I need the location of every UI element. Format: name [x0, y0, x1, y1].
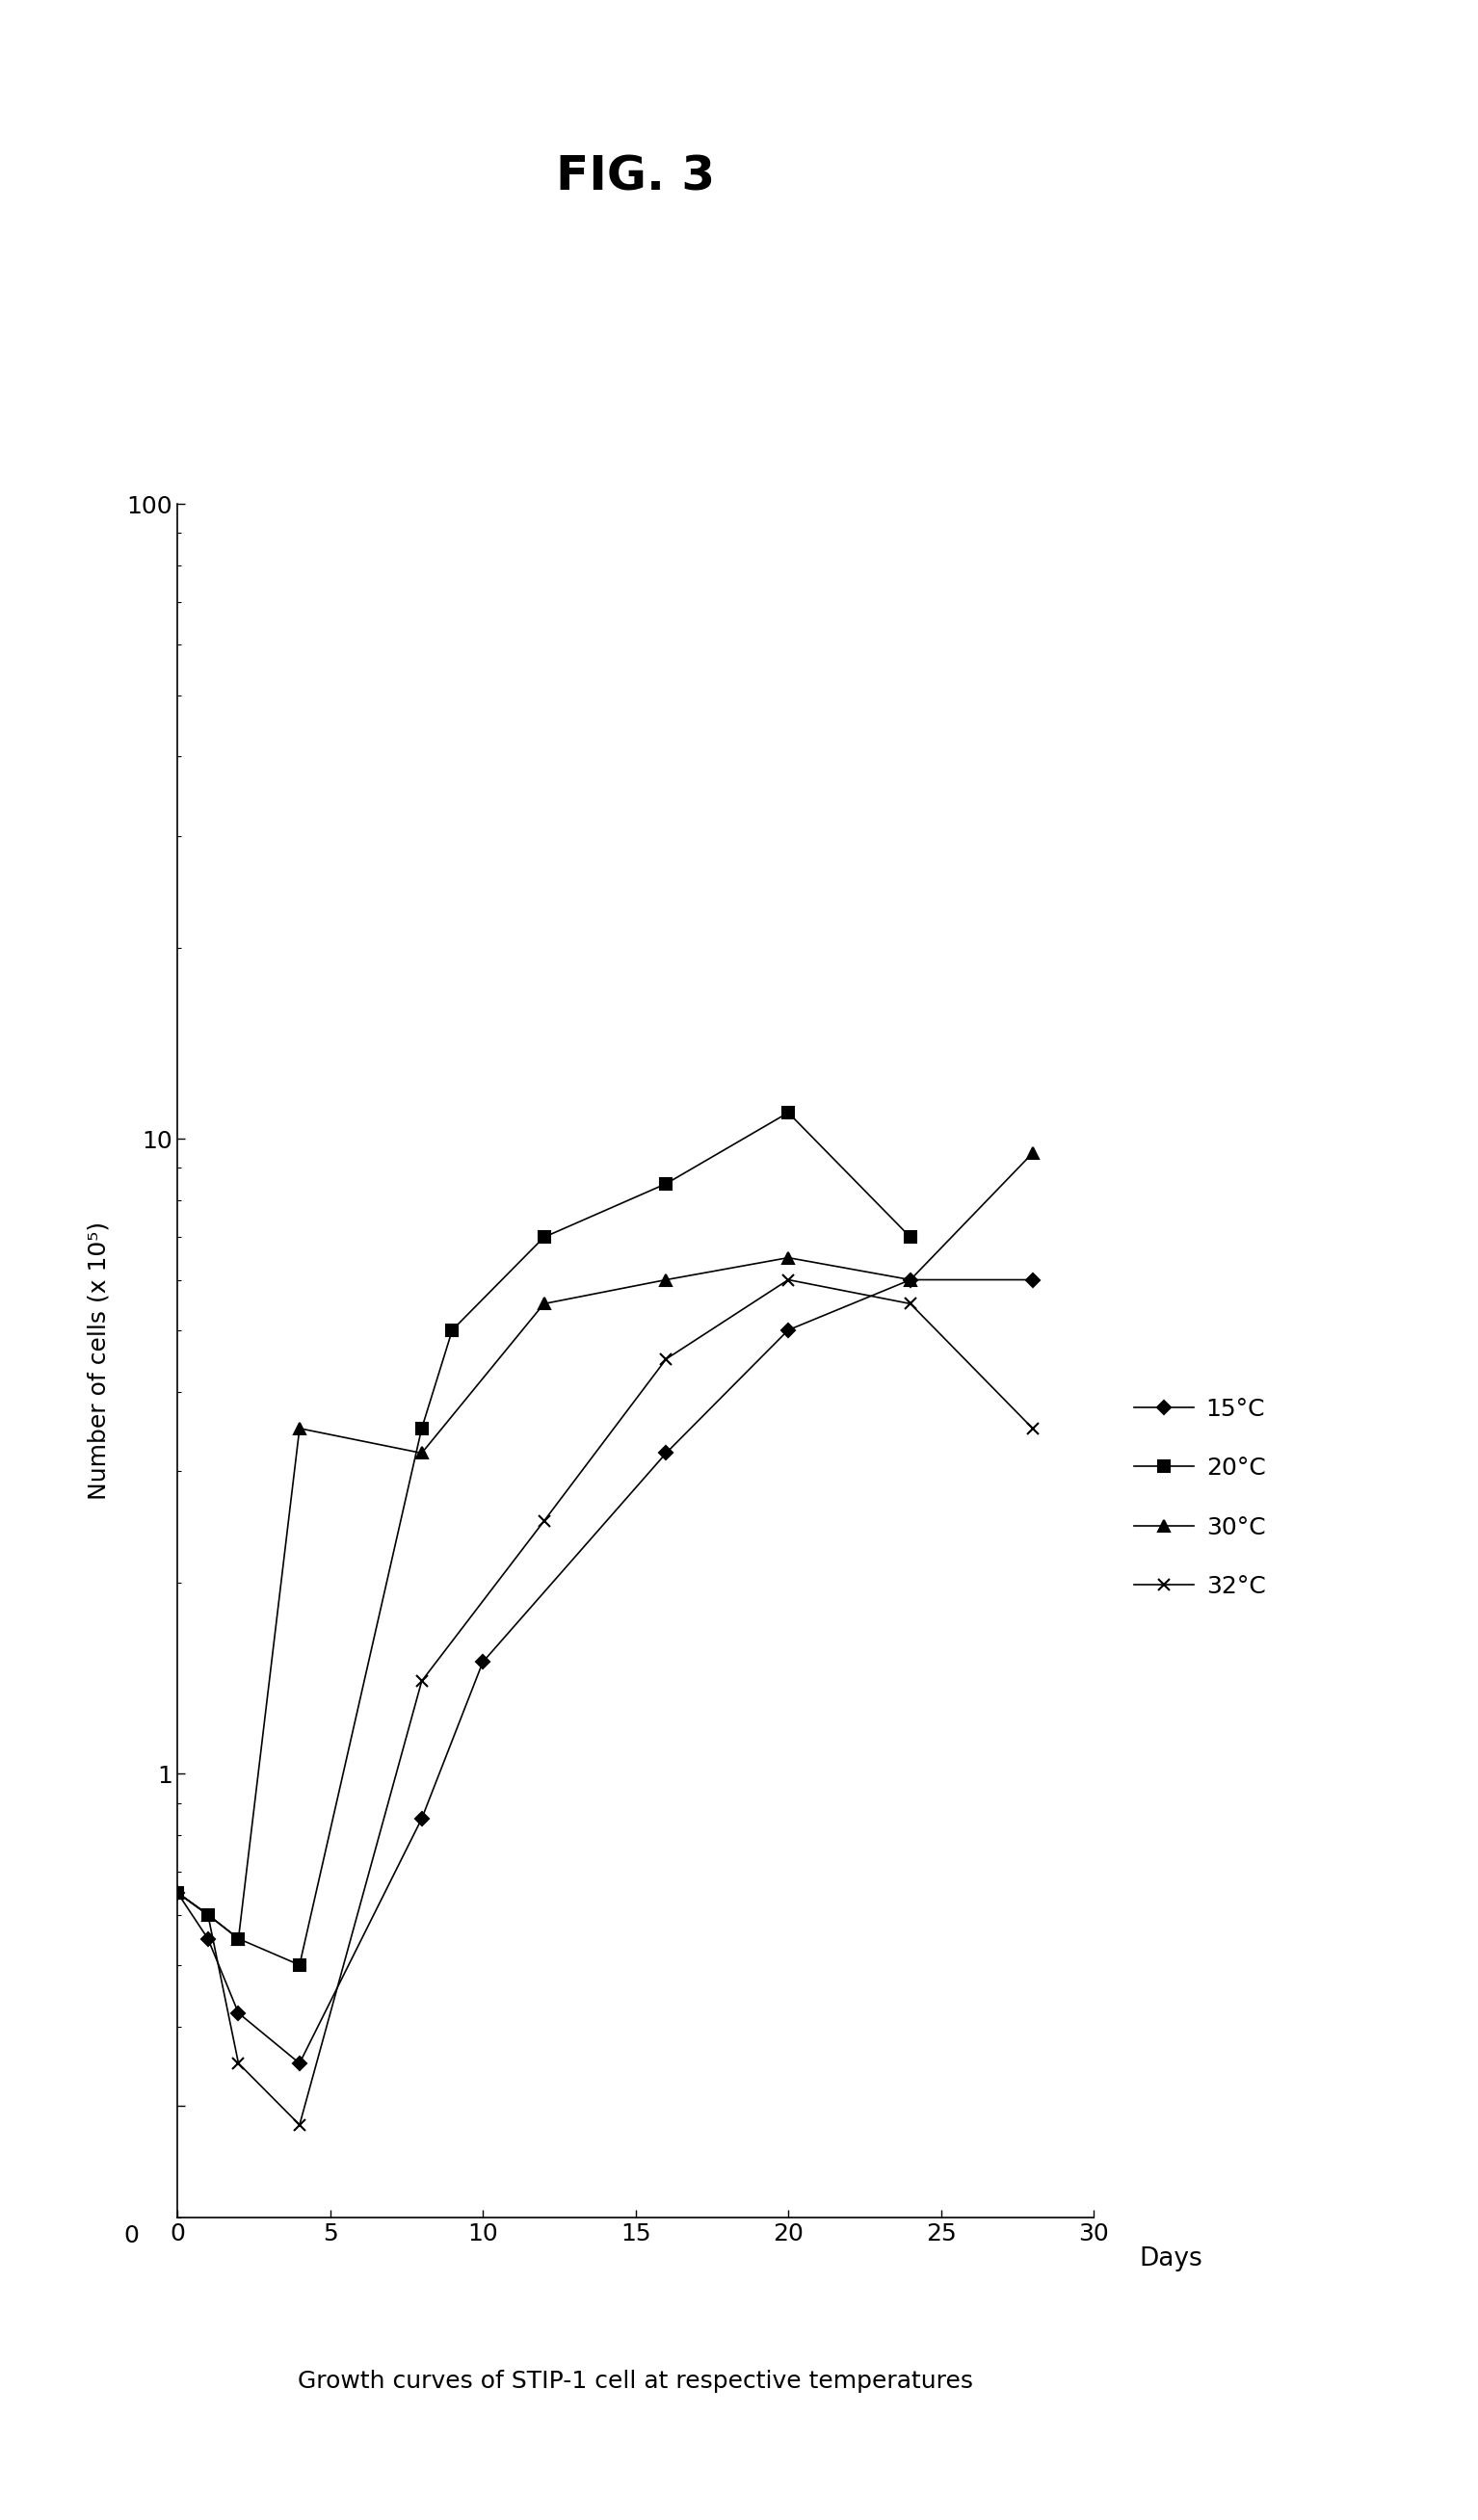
- 32°C: [168, 1877, 186, 1908]
- 32°C: [412, 1666, 430, 1696]
- 20°C: [779, 1099, 797, 1129]
- 15°C: [229, 1998, 247, 2029]
- 20°C: [291, 1950, 309, 1981]
- 32°C: [902, 1288, 919, 1318]
- 20°C: [535, 1222, 553, 1252]
- 15°C: [200, 1923, 217, 1953]
- 15°C: [474, 1648, 492, 1678]
- 32°C: [658, 1343, 675, 1373]
- 30°C: [291, 1414, 309, 1444]
- 32°C: [779, 1265, 797, 1295]
- 30°C: [229, 1923, 247, 1953]
- Text: 0: 0: [124, 2225, 139, 2248]
- 32°C: [1024, 1414, 1042, 1444]
- 30°C: [902, 1265, 919, 1295]
- 32°C: [229, 2049, 247, 2079]
- 30°C: [168, 1877, 186, 1908]
- 20°C: [168, 1877, 186, 1908]
- 15°C: [658, 1439, 675, 1469]
- Y-axis label: Number of cells (x 10⁵): Number of cells (x 10⁵): [87, 1222, 111, 1499]
- Line: 30°C: 30°C: [171, 1147, 1039, 1945]
- 32°C: [200, 1900, 217, 1930]
- 30°C: [779, 1242, 797, 1273]
- 20°C: [443, 1315, 461, 1346]
- 30°C: [1024, 1139, 1042, 1169]
- 20°C: [412, 1414, 430, 1444]
- Legend: 15°C, 20°C, 30°C, 32°C: 15°C, 20°C, 30°C, 32°C: [1125, 1389, 1276, 1608]
- 30°C: [200, 1900, 217, 1930]
- 32°C: [535, 1507, 553, 1537]
- Text: Growth curves of STIP-1 cell at respective temperatures: Growth curves of STIP-1 cell at respecti…: [299, 2369, 973, 2394]
- 15°C: [1024, 1265, 1042, 1295]
- 32°C: [291, 2109, 309, 2139]
- 15°C: [902, 1265, 919, 1295]
- 15°C: [412, 1804, 430, 1835]
- 15°C: [779, 1315, 797, 1346]
- Text: FIG. 3: FIG. 3: [556, 154, 715, 199]
- Line: 15°C: 15°C: [173, 1275, 1038, 2069]
- Line: 32°C: 32°C: [171, 1273, 1039, 2132]
- 20°C: [902, 1222, 919, 1252]
- 15°C: [291, 2049, 309, 2079]
- 30°C: [535, 1288, 553, 1318]
- 30°C: [658, 1265, 675, 1295]
- Text: Days: Days: [1140, 2248, 1203, 2271]
- Line: 20°C: 20°C: [171, 1106, 916, 1971]
- 15°C: [168, 1877, 186, 1908]
- 20°C: [200, 1900, 217, 1930]
- 30°C: [412, 1439, 430, 1469]
- 20°C: [229, 1923, 247, 1953]
- 20°C: [658, 1169, 675, 1200]
